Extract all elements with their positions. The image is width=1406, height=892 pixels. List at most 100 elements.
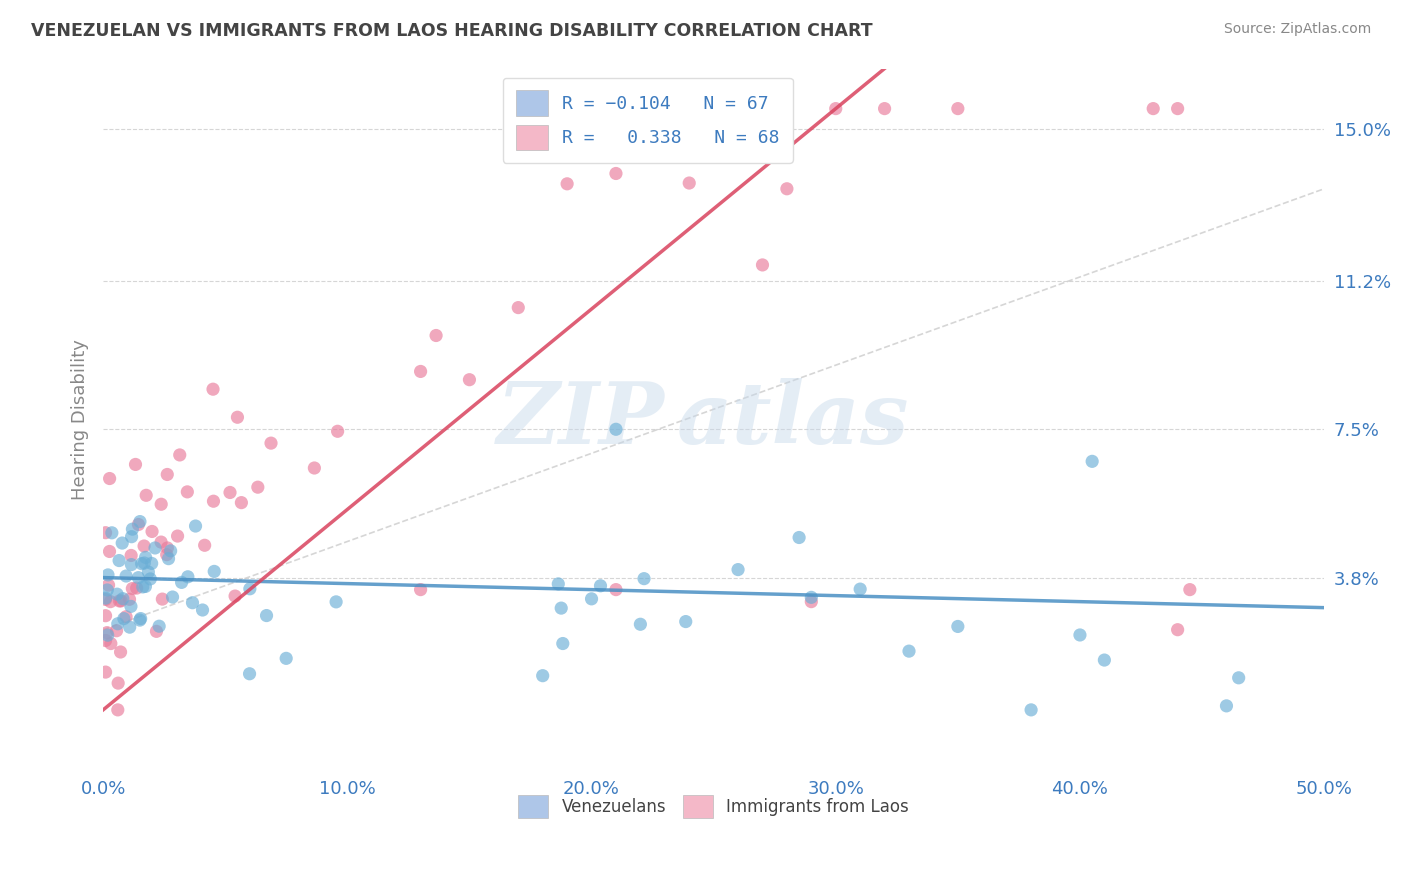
Point	[120, 599, 142, 614]
Point	[260, 436, 283, 450]
Point	[120, 549, 142, 563]
Point	[678, 176, 700, 190]
Point	[219, 485, 242, 500]
Point	[150, 535, 173, 549]
Point	[581, 591, 603, 606]
Point	[105, 587, 128, 601]
Point	[1069, 628, 1091, 642]
Point	[135, 488, 157, 502]
Y-axis label: Hearing Disability: Hearing Disability	[72, 339, 89, 500]
Point	[94, 592, 117, 607]
Point	[304, 461, 326, 475]
Point	[202, 494, 225, 508]
Point	[94, 665, 117, 679]
Point	[108, 594, 131, 608]
Point	[246, 480, 269, 494]
Point	[751, 258, 773, 272]
Point	[170, 575, 193, 590]
Point	[605, 582, 627, 597]
Point	[425, 328, 447, 343]
Point	[118, 620, 141, 634]
Point	[157, 551, 180, 566]
Point	[946, 102, 969, 116]
Point	[132, 580, 155, 594]
Point	[1167, 102, 1189, 116]
Point	[141, 524, 163, 539]
Point	[551, 636, 574, 650]
Point	[141, 557, 163, 571]
Point	[787, 531, 810, 545]
Point	[128, 613, 150, 627]
Point	[1142, 102, 1164, 116]
Text: atlas: atlas	[678, 377, 910, 461]
Point	[176, 484, 198, 499]
Point	[121, 522, 143, 536]
Point	[134, 579, 156, 593]
Point	[129, 515, 152, 529]
Point	[326, 425, 349, 439]
Point	[156, 467, 179, 482]
Point	[107, 676, 129, 690]
Point	[409, 582, 432, 597]
Point	[112, 612, 135, 626]
Point	[162, 590, 184, 604]
Point	[276, 651, 298, 665]
Point	[125, 581, 148, 595]
Point	[849, 582, 872, 596]
Point	[100, 594, 122, 608]
Text: VENEZUELAN VS IMMIGRANTS FROM LAOS HEARING DISABILITY CORRELATION CHART: VENEZUELAN VS IMMIGRANTS FROM LAOS HEARI…	[31, 22, 873, 40]
Point	[589, 579, 612, 593]
Point	[150, 497, 173, 511]
Point	[238, 666, 260, 681]
Point	[202, 565, 225, 579]
Point	[110, 594, 132, 608]
Point	[555, 177, 578, 191]
Point	[156, 548, 179, 562]
Point	[110, 645, 132, 659]
Point	[94, 633, 117, 648]
Point	[1178, 582, 1201, 597]
Point	[121, 582, 143, 596]
Point	[148, 619, 170, 633]
Point	[159, 544, 181, 558]
Point	[239, 582, 262, 596]
Point	[97, 568, 120, 582]
Point	[127, 571, 149, 585]
Point	[727, 563, 749, 577]
Point	[675, 615, 697, 629]
Point	[605, 166, 627, 180]
Point	[98, 471, 121, 485]
Point	[166, 529, 188, 543]
Point	[531, 668, 554, 682]
Point	[121, 530, 143, 544]
Point	[139, 572, 162, 586]
Point	[508, 301, 530, 315]
Point	[100, 636, 122, 650]
Point	[108, 553, 131, 567]
Text: ZIP: ZIP	[496, 377, 665, 461]
Point	[898, 644, 921, 658]
Point	[628, 617, 651, 632]
Point	[194, 538, 217, 552]
Point	[124, 458, 146, 472]
Point	[191, 603, 214, 617]
Point	[409, 364, 432, 378]
Point	[129, 611, 152, 625]
Point	[132, 539, 155, 553]
Point	[1227, 671, 1250, 685]
Point	[135, 550, 157, 565]
Legend: Venezuelans, Immigrants from Laos: Venezuelans, Immigrants from Laos	[512, 788, 915, 825]
Point	[105, 624, 128, 638]
Point	[605, 422, 627, 436]
Point	[1215, 698, 1237, 713]
Point	[111, 536, 134, 550]
Point	[873, 102, 896, 116]
Point	[800, 591, 823, 605]
Point	[1019, 703, 1042, 717]
Point	[325, 595, 347, 609]
Point	[101, 525, 124, 540]
Point	[256, 608, 278, 623]
Point	[94, 608, 117, 623]
Point	[824, 102, 846, 116]
Point	[458, 373, 481, 387]
